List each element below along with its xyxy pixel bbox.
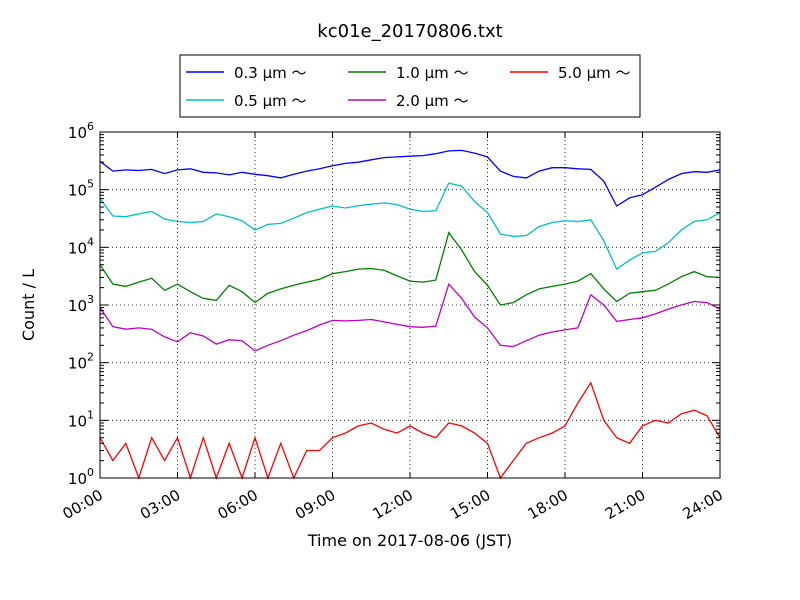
grid-lines — [100, 132, 720, 478]
legend-label-2: 0.5 μm ～ — [234, 92, 307, 110]
legend: 0.3 μm ～ 0.5 μm ～ 1.0 μm ～ 2.0 μm ～ 5.0 μm ～ — [179, 54, 641, 118]
y-tick-label: 106 — [68, 120, 94, 142]
x-tick-label: 21:00 — [602, 486, 648, 523]
y-tick-label: 105 — [68, 178, 94, 200]
legend-box — [179, 54, 641, 118]
legend-label-5: 5.0 μm ～ — [558, 64, 631, 82]
x-tick-label: 12:00 — [370, 486, 416, 523]
legend-label-4: 2.0 μm ～ — [396, 92, 469, 110]
series-line-1 — [99, 149, 721, 207]
chart-title: kc01e_20170806.txt — [317, 21, 502, 42]
y-tick-label: 102 — [68, 351, 94, 373]
x-tick-label: 06:00 — [215, 486, 261, 523]
x-tick-label: 03:00 — [137, 486, 183, 523]
y-axis-label: Count / L — [19, 269, 38, 341]
x-tick-label: 15:00 — [447, 486, 493, 523]
series-layer — [99, 149, 721, 481]
x-tick-label: 09:00 — [292, 486, 338, 523]
legend-label-3: 1.0 μm ～ — [396, 64, 469, 82]
y-tick-labels: 100 101 102 103 104 105 106 — [68, 120, 94, 488]
x-tick-label: 00:00 — [60, 486, 106, 523]
series-line-3 — [99, 231, 721, 306]
x-tick-label: 18:00 — [525, 486, 571, 523]
y-tick-label: 100 — [68, 466, 94, 488]
y-tick-label: 103 — [68, 293, 94, 315]
series-line-2 — [99, 182, 721, 271]
x-axis-label: Time on 2017-08-06 (JST) — [307, 531, 512, 550]
series-line-5 — [99, 381, 721, 481]
axis-ticks — [99, 131, 721, 479]
y-tick-label: 101 — [68, 408, 94, 430]
legend-label-1: 0.3 μm ～ — [234, 64, 307, 82]
x-tick-label: 24:00 — [680, 486, 726, 523]
series-line-4 — [99, 282, 721, 352]
x-tick-labels: 00:00 03:00 06:00 09:00 12:00 15:00 18:00 21:00… — [60, 486, 726, 523]
y-tick-label: 104 — [68, 235, 94, 257]
